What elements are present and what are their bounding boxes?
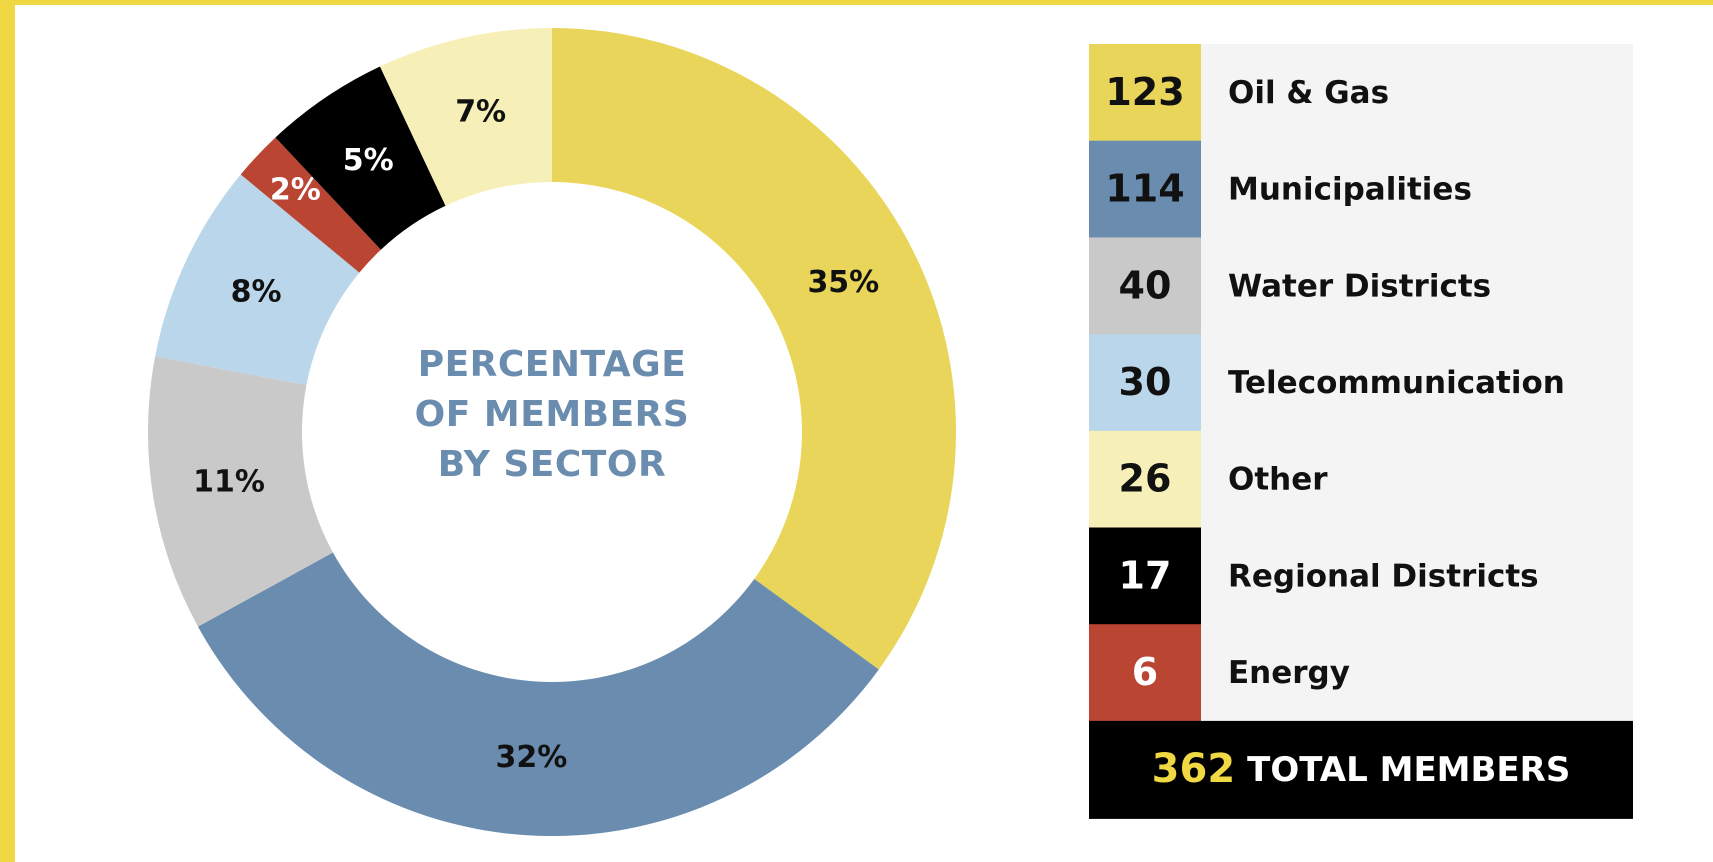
legend-swatch [1089,140,1201,238]
legend-label: Oil & Gas [1228,75,1389,111]
pie-slice [147,356,333,627]
legend-label: Telecommunication [1228,365,1565,401]
pie-slice [197,552,879,837]
slice-label: 2% [270,173,321,208]
total-background [1089,720,1633,819]
chart-title: PERCENTAGE OF MEMBERS BY SECTOR [414,344,690,485]
legend-swatch [1089,44,1201,142]
slice-label: 7% [455,94,506,129]
legend-label: Municipalities [1228,172,1472,208]
slice-label: 8% [231,274,282,309]
pie-slice [155,174,360,386]
legend-count: 114 [1105,167,1184,211]
legend-count: 123 [1105,70,1184,114]
legend-label: Regional Districts [1228,558,1539,594]
legend-count: 6 [1132,650,1158,694]
legend-count: 30 [1119,360,1172,404]
legend-label: Other [1228,462,1328,498]
legend-swatch [1089,334,1201,432]
pie-slice [275,66,446,250]
slice-label: 5% [343,143,394,178]
total-value: 362 [1152,746,1236,792]
slice-label: 11% [193,465,265,500]
legend-label: Energy [1228,655,1350,691]
total-label: TOTAL MEMBERS [1247,749,1570,789]
legend-count: 40 [1119,263,1172,307]
legend-count: 26 [1119,457,1172,501]
legend-count: 17 [1119,553,1172,597]
pie-slice [379,27,552,206]
pie-slice [552,28,957,670]
legend-label: Water Districts [1228,268,1491,304]
legend-swatch [1089,527,1201,625]
slice-label: 32% [496,740,568,775]
slice-label: 35% [807,265,879,300]
legend-swatch [1089,624,1201,722]
total: 362 TOTAL MEMBERS [1152,746,1571,792]
legend-swatch [1089,430,1201,528]
legend-swatch [1089,237,1201,335]
pie-slice [240,137,381,273]
